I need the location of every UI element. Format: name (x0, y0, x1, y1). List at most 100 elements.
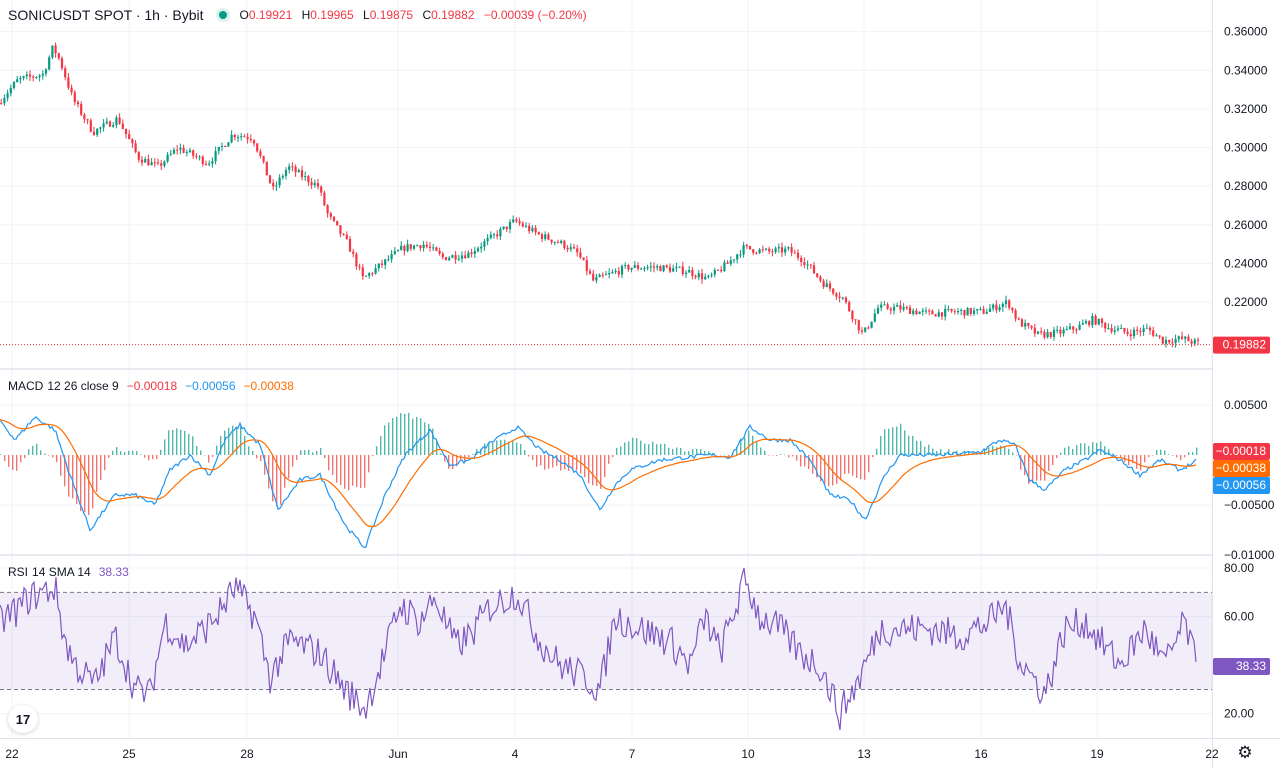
candle-body (1193, 339, 1196, 344)
market-status-icon[interactable] (215, 8, 230, 22)
candle-body (428, 246, 432, 248)
candle-body (1059, 329, 1062, 334)
candle-body (736, 254, 739, 260)
candle-body (1052, 329, 1056, 337)
logo-text: 17 (15, 711, 31, 727)
macd-histogram-bar (208, 455, 210, 463)
candle-body (1120, 327, 1123, 329)
candle-body (1158, 335, 1161, 337)
candle-body (947, 308, 950, 310)
macd-histogram-bar (1092, 442, 1094, 455)
candle-body (83, 114, 86, 120)
candle-body (729, 260, 732, 264)
candle-body (227, 142, 230, 147)
macd-histogram-bar (212, 455, 214, 457)
macd-histogram-bar (232, 425, 234, 455)
macd-histogram-bar (980, 454, 982, 456)
price-axis[interactable]: 0.36000 0.34000 0.32000 0.30000 0.28000 0.260… (1212, 0, 1280, 768)
macd-params[interactable]: 12 26 close 9 (47, 379, 119, 393)
candle-body (528, 225, 531, 232)
candle-body (60, 58, 64, 69)
candle-body (563, 240, 566, 248)
candle-body (236, 136, 240, 138)
candle-body (246, 137, 249, 139)
macd-axis[interactable]: 0.00500 −0.00500 −0.01000 (1224, 398, 1275, 562)
rsi-params[interactable]: 14 SMA 14 (32, 565, 91, 579)
candle-body (102, 123, 105, 128)
macd-histogram-bar (448, 455, 450, 469)
macd-histogram-bar (228, 427, 230, 455)
macd-histogram-bar (156, 455, 158, 459)
macd-histogram-bar (180, 429, 182, 455)
candle-body (416, 245, 419, 247)
candle-body (451, 255, 454, 258)
candle-body (537, 232, 540, 235)
candle-body (57, 53, 60, 59)
candle-body (128, 134, 131, 140)
candle-body (489, 234, 492, 239)
macd-histogram-bar (860, 455, 862, 480)
macd-histogram-bar (468, 455, 470, 458)
macd-histogram-bar (528, 455, 530, 457)
pane-separators[interactable] (0, 368, 1280, 739)
rsi-title[interactable]: RSI (8, 565, 29, 579)
time-axis[interactable]: 22 25 28 Jun 4 7 10 13 16 19 22 (5, 747, 1219, 761)
candle-body (390, 253, 393, 260)
macd-histogram-bar (824, 455, 826, 485)
macd-histogram-bar (676, 447, 678, 455)
macd-histogram-bar (120, 451, 122, 455)
candle-body (732, 259, 736, 261)
macd-title[interactable]: MACD (8, 379, 44, 393)
macd-histogram-bar (1172, 455, 1174, 456)
gear-icon[interactable]: ⚙ (1237, 743, 1253, 762)
rsi-axis[interactable]: 80.00 60.00 20.00 (1224, 561, 1254, 721)
candle-body (601, 274, 604, 276)
macd-histogram-bar (648, 444, 650, 455)
candle-body (361, 267, 364, 277)
time-tick-label: 28 (240, 747, 254, 761)
candle-body (662, 265, 665, 272)
candle-body (550, 239, 553, 243)
candle-body (67, 77, 70, 88)
candle-body (953, 311, 956, 313)
candle-body (633, 265, 636, 268)
macd-histogram-bar (1140, 455, 1142, 471)
candle-body (1001, 303, 1004, 308)
candle-body (979, 308, 982, 310)
macd-histogram-bar (420, 418, 422, 455)
candle-body (150, 162, 153, 166)
macd-histogram-bar (164, 439, 166, 455)
candle-body (595, 277, 598, 281)
candle-body (1164, 339, 1168, 344)
candle-body (972, 310, 976, 314)
candle-body (1107, 327, 1110, 329)
candle-body (156, 162, 160, 164)
candle-body (348, 238, 352, 252)
macd-histogram-bar (1016, 455, 1018, 456)
candle-body (1100, 318, 1104, 323)
candle-body (140, 159, 144, 163)
candle-body (940, 312, 944, 317)
change-value: −0.00039 (−0.20%) (483, 8, 587, 22)
candle-body (432, 247, 435, 249)
macd-histogram-bar (252, 450, 254, 455)
macd-histogram-bar (624, 442, 626, 455)
macd-tick-label: −0.00500 (1224, 498, 1275, 512)
tradingview-logo-icon[interactable]: 17 (8, 705, 38, 733)
candle-body (780, 247, 784, 253)
candle-body (310, 182, 313, 186)
macd-histogram-bar (328, 455, 330, 471)
macd-histogram-bar (300, 450, 302, 455)
candle-body (371, 273, 374, 275)
candle-body (38, 75, 41, 77)
candle-body (822, 280, 825, 287)
macd-histogram-bar (12, 455, 14, 470)
candle-body (697, 273, 700, 278)
macd-histogram-bar (100, 455, 102, 480)
macd-histogram-bar (632, 437, 634, 455)
symbol-title[interactable]: SONICUSDT SPOT · 1h · Bybit (8, 7, 204, 23)
candle-body (1014, 310, 1017, 319)
macd-histogram-bar (312, 452, 314, 455)
open-value: 0.19921 (248, 8, 293, 22)
